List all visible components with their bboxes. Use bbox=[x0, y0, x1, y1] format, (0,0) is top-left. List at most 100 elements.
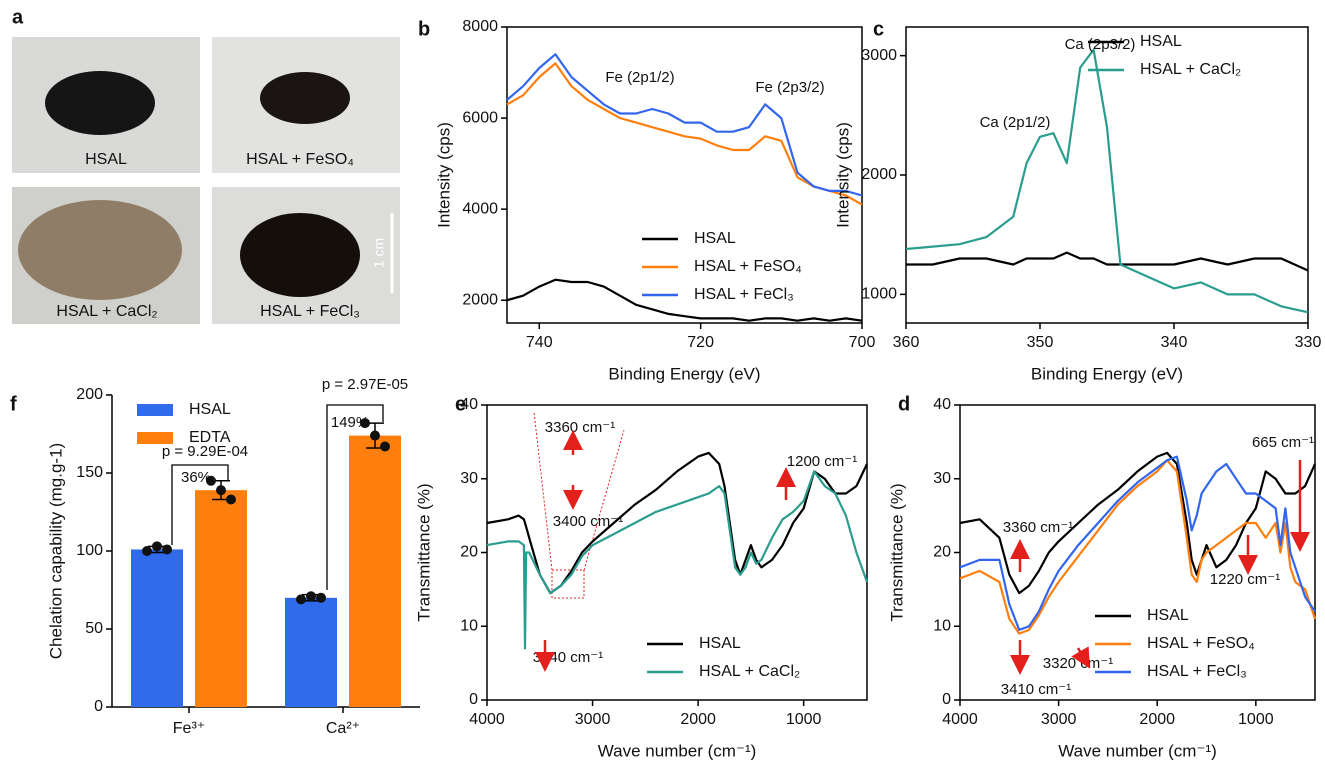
annotation: 1200 cm⁻¹ bbox=[787, 453, 857, 470]
legend-label: HSAL bbox=[1147, 607, 1189, 624]
photo-label: HSAL bbox=[85, 151, 127, 168]
y-tick-label: 8000 bbox=[462, 18, 498, 35]
y-axis-label: Transmittance (%) bbox=[414, 483, 433, 621]
annotation: Fe (2p3/2) bbox=[755, 79, 824, 96]
data-point bbox=[306, 591, 316, 602]
y-tick-label: 0 bbox=[94, 698, 103, 715]
legend-label: HSAL + FeSO₄ bbox=[694, 258, 802, 275]
annotation: 3320 cm⁻¹ bbox=[1043, 655, 1113, 672]
x-tick-label: 4000 bbox=[469, 711, 505, 728]
y-tick-label: 50 bbox=[85, 620, 103, 637]
annotation: p = 2.97E-05 bbox=[322, 376, 408, 393]
annotation: 3410 cm⁻¹ bbox=[1001, 681, 1071, 698]
sample bbox=[18, 200, 182, 300]
photo-label: HSAL + FeCl₃ bbox=[260, 303, 360, 320]
y-tick-label: 6000 bbox=[462, 109, 498, 126]
annotation: 3360 cm⁻¹ bbox=[545, 419, 615, 436]
data-line bbox=[959, 459, 1317, 635]
bar bbox=[285, 597, 337, 707]
legend-label: HSAL bbox=[189, 401, 231, 418]
annotation: Ca (2p3/2) bbox=[1065, 36, 1136, 53]
legend-swatch bbox=[137, 432, 173, 444]
x-tick-label: 2000 bbox=[1139, 711, 1175, 728]
x-tick-label: 3000 bbox=[1041, 711, 1077, 728]
x-tick-label: 720 bbox=[687, 334, 714, 351]
bracket bbox=[326, 404, 384, 590]
x-tick-label: 330 bbox=[1295, 334, 1322, 351]
chart-panel: e 0 10 20 30 40 4000 3000 2000 1000 Wave number (c… bbox=[414, 393, 869, 760]
data-line bbox=[506, 62, 863, 206]
legend-label: HSAL + FeSO₄ bbox=[1147, 635, 1255, 652]
y-tick-label: 2000 bbox=[861, 166, 897, 183]
annotation: 3640 cm⁻¹ bbox=[533, 649, 603, 666]
data-point bbox=[360, 418, 370, 429]
bracket bbox=[171, 464, 229, 545]
data-line bbox=[906, 251, 1309, 272]
data-line bbox=[959, 451, 1317, 595]
y-tick-label: 40 bbox=[933, 396, 951, 413]
annotation: 1220 cm⁻¹ bbox=[1210, 571, 1280, 588]
scale-label: 1 cm bbox=[371, 238, 387, 268]
legend-label: HSAL + CaCl₂ bbox=[1140, 61, 1241, 78]
y-tick-label: 3000 bbox=[861, 47, 897, 64]
y-axis-label: Chelation capability (mg.g-1) bbox=[46, 443, 65, 659]
legend-label: HSAL + FeCl₃ bbox=[1147, 663, 1247, 680]
chart-panel: d 0 10 20 30 40 4000 3000 2000 1000 Wave number (c… bbox=[887, 393, 1317, 760]
y-tick-label: 30 bbox=[933, 470, 951, 487]
sample bbox=[240, 213, 360, 297]
legend-swatch bbox=[137, 404, 173, 416]
legend-label: HSAL + FeCl₃ bbox=[694, 286, 794, 303]
y-tick-label: 200 bbox=[76, 386, 103, 403]
y-tick-label: 150 bbox=[76, 464, 103, 481]
x-tick-label: 1000 bbox=[1238, 711, 1274, 728]
y-axis-label: Transmittance (%) bbox=[887, 483, 906, 621]
annotation: Ca (2p1/2) bbox=[980, 114, 1051, 131]
data-point bbox=[216, 485, 226, 496]
annotation: Fe (2p1/2) bbox=[605, 69, 674, 86]
annotation: 36% bbox=[181, 469, 211, 486]
y-tick-label: 20 bbox=[460, 544, 478, 561]
data-point bbox=[296, 594, 306, 605]
y-axis-label: Intensity (cps) bbox=[434, 122, 453, 228]
photo-label: HSAL + FeSO₄ bbox=[246, 151, 354, 168]
legend-label: HSAL bbox=[694, 230, 736, 247]
data-point bbox=[316, 592, 326, 603]
chart-panel: f 0 50 100 150 200 Chelation capability (mg.g-… bbox=[10, 376, 420, 737]
legend-label: HSAL bbox=[1140, 33, 1182, 50]
x-tick-label: 740 bbox=[526, 334, 553, 351]
panel-letter: e bbox=[455, 393, 466, 415]
data-point bbox=[206, 475, 216, 486]
x-tick-label: 340 bbox=[1161, 334, 1188, 351]
data-point bbox=[152, 541, 162, 552]
sample bbox=[260, 72, 350, 124]
x-axis-label: Binding Energy (eV) bbox=[608, 364, 760, 383]
x-tick-label: 700 bbox=[849, 334, 876, 351]
y-tick-label: 2000 bbox=[462, 291, 498, 308]
zoom-box bbox=[551, 569, 585, 599]
x-tick-label: 4000 bbox=[942, 711, 978, 728]
chart-panel: b 2000 4000 6000 8000 740 720 700 Binding Energy… bbox=[418, 18, 875, 383]
panel-letter: d bbox=[898, 393, 910, 415]
y-tick-label: 10 bbox=[933, 617, 951, 634]
annotation: 149% bbox=[331, 414, 369, 431]
panel-letter: a bbox=[12, 6, 24, 28]
arrow bbox=[1071, 646, 1091, 669]
data-point bbox=[370, 430, 380, 441]
annotation: 665 cm⁻¹ bbox=[1252, 434, 1314, 451]
sample bbox=[45, 71, 155, 135]
y-tick-label: 0 bbox=[942, 691, 951, 708]
x-tick-label: 350 bbox=[1027, 334, 1054, 351]
x-axis-label: Binding Energy (eV) bbox=[1031, 364, 1183, 383]
y-axis-label: Intensity (cps) bbox=[833, 122, 852, 228]
panel-letter: f bbox=[10, 393, 17, 415]
y-tick-label: 0 bbox=[469, 691, 478, 708]
bar bbox=[131, 549, 183, 707]
y-tick-label: 10 bbox=[460, 617, 478, 634]
data-point bbox=[142, 546, 152, 556]
annotation: 3400 cm⁻¹ bbox=[553, 513, 623, 530]
y-tick-label: 30 bbox=[460, 470, 478, 487]
photo-label: HSAL + CaCl₂ bbox=[56, 303, 157, 320]
annotation: p = 9.29E-04 bbox=[162, 443, 248, 460]
x-tick-label: Fe³⁺ bbox=[173, 720, 205, 737]
